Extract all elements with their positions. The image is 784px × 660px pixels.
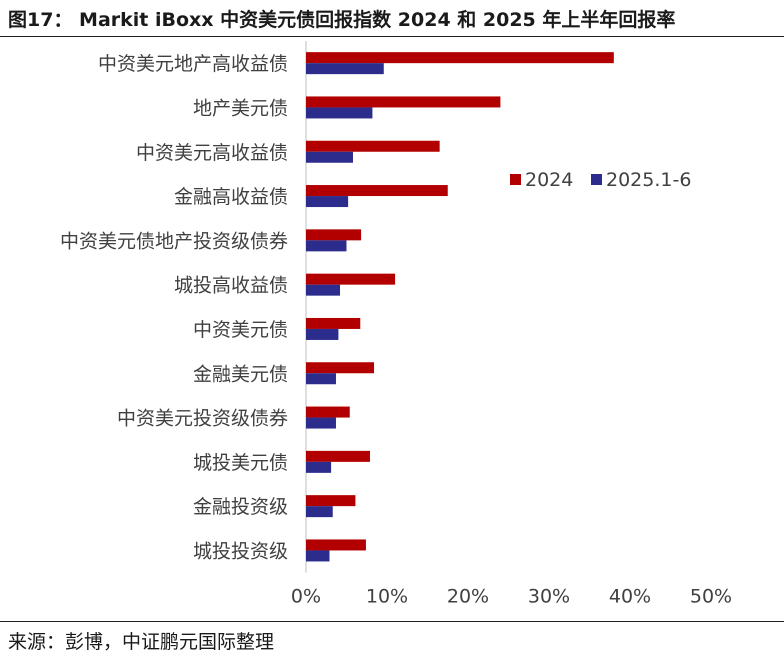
bar-2025 xyxy=(306,461,332,473)
bar-2025 xyxy=(306,550,330,562)
x-tick-label: 30% xyxy=(528,586,570,608)
bar-2024 xyxy=(306,539,366,551)
bar-2024 xyxy=(306,140,440,152)
x-tick-label: 0% xyxy=(291,586,321,608)
source-note: 来源：彭博，中证鹏元国际整理 xyxy=(8,631,275,653)
legend-label: 2025.1-6 xyxy=(606,169,691,191)
bar-2025 xyxy=(306,284,341,296)
bar-2024 xyxy=(306,495,356,507)
top-divider xyxy=(0,36,784,37)
bar-2024 xyxy=(306,96,501,108)
bar-2025 xyxy=(306,506,333,518)
category-label: 城投投资级 xyxy=(193,540,288,562)
bar-2024 xyxy=(306,52,614,64)
bar-2024 xyxy=(306,229,362,241)
bar-2024 xyxy=(306,185,448,197)
bar-2025 xyxy=(306,373,336,385)
chart-title: 图17： Markit iBoxx 中资美元债回报指数 2024 和 2025 … xyxy=(8,9,676,31)
bar-2024 xyxy=(306,273,396,285)
bar-2025 xyxy=(306,196,349,208)
category-label: 城投高收益债 xyxy=(174,275,288,297)
x-tick-label: 20% xyxy=(447,586,489,608)
category-label: 金融美元债 xyxy=(193,363,288,385)
bar-2024 xyxy=(306,406,350,418)
bar-2025 xyxy=(306,63,384,75)
bar-chart: 中资美元地产高收益债地产美元债中资美元高收益债金融高收益债中资美元债地产投资级债… xyxy=(60,41,732,608)
bar-2024 xyxy=(306,362,375,374)
category-label: 金融投资级 xyxy=(193,496,288,518)
bar-2025 xyxy=(306,240,347,252)
legend-swatch xyxy=(591,174,602,185)
bar-2025 xyxy=(306,151,353,163)
x-tick-label: 50% xyxy=(690,586,732,608)
category-label: 中资美元债地产投资级债券 xyxy=(60,230,288,252)
legend-label: 2024 xyxy=(525,169,573,191)
category-label: 城投美元债 xyxy=(193,452,288,474)
bar-2024 xyxy=(306,450,370,462)
bar-2024 xyxy=(306,317,361,329)
category-label: 中资美元地产高收益债 xyxy=(98,53,288,75)
x-tick-label: 40% xyxy=(609,586,651,608)
category-label: 中资美元债 xyxy=(193,319,288,341)
x-tick-label: 10% xyxy=(366,586,408,608)
bar-2025 xyxy=(306,107,373,119)
bottom-divider xyxy=(0,621,784,622)
legend-swatch xyxy=(510,174,521,185)
bar-2025 xyxy=(306,328,339,340)
category-label: 金融高收益债 xyxy=(174,186,288,208)
category-label: 中资美元投资级债券 xyxy=(117,408,288,430)
category-label: 地产美元债 xyxy=(193,97,288,119)
bar-2025 xyxy=(306,417,336,429)
category-label: 中资美元高收益债 xyxy=(136,142,288,164)
